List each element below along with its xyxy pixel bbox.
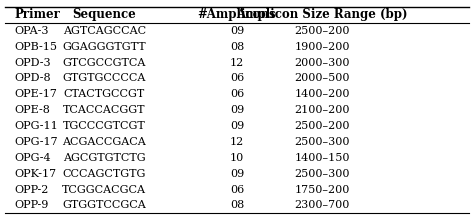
Text: 2000–300: 2000–300 xyxy=(294,58,350,68)
Text: 09: 09 xyxy=(230,105,244,115)
Text: OPE-8: OPE-8 xyxy=(14,105,50,115)
Text: 2500–300: 2500–300 xyxy=(294,137,350,147)
Text: 1400–200: 1400–200 xyxy=(294,89,350,99)
Text: 1750–200: 1750–200 xyxy=(295,185,350,194)
Text: #Amplicons: #Amplicons xyxy=(198,8,276,21)
Text: 12: 12 xyxy=(230,137,244,147)
Text: GGAGGGTGTT: GGAGGGTGTT xyxy=(63,42,146,52)
Text: OPK-17: OPK-17 xyxy=(14,169,56,179)
Text: 10: 10 xyxy=(230,153,244,163)
Text: 2000–500: 2000–500 xyxy=(294,73,350,83)
Text: 2500–200: 2500–200 xyxy=(294,26,350,36)
Text: Primer: Primer xyxy=(14,8,60,21)
Text: OPE-17: OPE-17 xyxy=(14,89,57,99)
Text: CTACTGCCGT: CTACTGCCGT xyxy=(64,89,145,99)
Text: GTGTGCCCCA: GTGTGCCCCA xyxy=(63,73,146,83)
Text: OPG-11: OPG-11 xyxy=(14,121,58,131)
Text: 2300–700: 2300–700 xyxy=(295,200,350,211)
Text: OPD-3: OPD-3 xyxy=(14,58,51,68)
Text: GTCGCCGTCA: GTCGCCGTCA xyxy=(63,58,146,68)
Text: 06: 06 xyxy=(230,73,244,83)
Text: CCCAGCTGTG: CCCAGCTGTG xyxy=(63,169,146,179)
Text: 12: 12 xyxy=(230,58,244,68)
Text: AGCGTGTCTG: AGCGTGTCTG xyxy=(63,153,146,163)
Text: OPP-9: OPP-9 xyxy=(14,200,49,211)
Text: TCGGCACGCA: TCGGCACGCA xyxy=(62,185,146,194)
Text: OPD-8: OPD-8 xyxy=(14,73,51,83)
Text: AGTCAGCCAC: AGTCAGCCAC xyxy=(63,26,146,36)
Text: 06: 06 xyxy=(230,89,244,99)
Text: Amplicon Size Range (bp): Amplicon Size Range (bp) xyxy=(237,8,408,21)
Text: OPB-15: OPB-15 xyxy=(14,42,57,52)
Text: OPG-17: OPG-17 xyxy=(14,137,58,147)
Text: 08: 08 xyxy=(230,42,244,52)
Text: 2100–200: 2100–200 xyxy=(294,105,350,115)
Text: 1400–150: 1400–150 xyxy=(294,153,350,163)
Text: TGCCCGTCGT: TGCCCGTCGT xyxy=(63,121,146,131)
Text: OPP-2: OPP-2 xyxy=(14,185,49,194)
Text: OPA-3: OPA-3 xyxy=(14,26,49,36)
Text: OPG-4: OPG-4 xyxy=(14,153,51,163)
Text: Sequence: Sequence xyxy=(73,8,136,21)
Text: 2500–200: 2500–200 xyxy=(294,121,350,131)
Text: GTGGTCCGCA: GTGGTCCGCA xyxy=(63,200,146,211)
Text: 09: 09 xyxy=(230,121,244,131)
Text: TCACCACGGT: TCACCACGGT xyxy=(63,105,146,115)
Text: 08: 08 xyxy=(230,200,244,211)
Text: 09: 09 xyxy=(230,169,244,179)
Text: 2500–300: 2500–300 xyxy=(294,169,350,179)
Text: 06: 06 xyxy=(230,185,244,194)
Text: 1900–200: 1900–200 xyxy=(294,42,350,52)
Text: ACGACCGACA: ACGACCGACA xyxy=(63,137,146,147)
Text: 09: 09 xyxy=(230,26,244,36)
